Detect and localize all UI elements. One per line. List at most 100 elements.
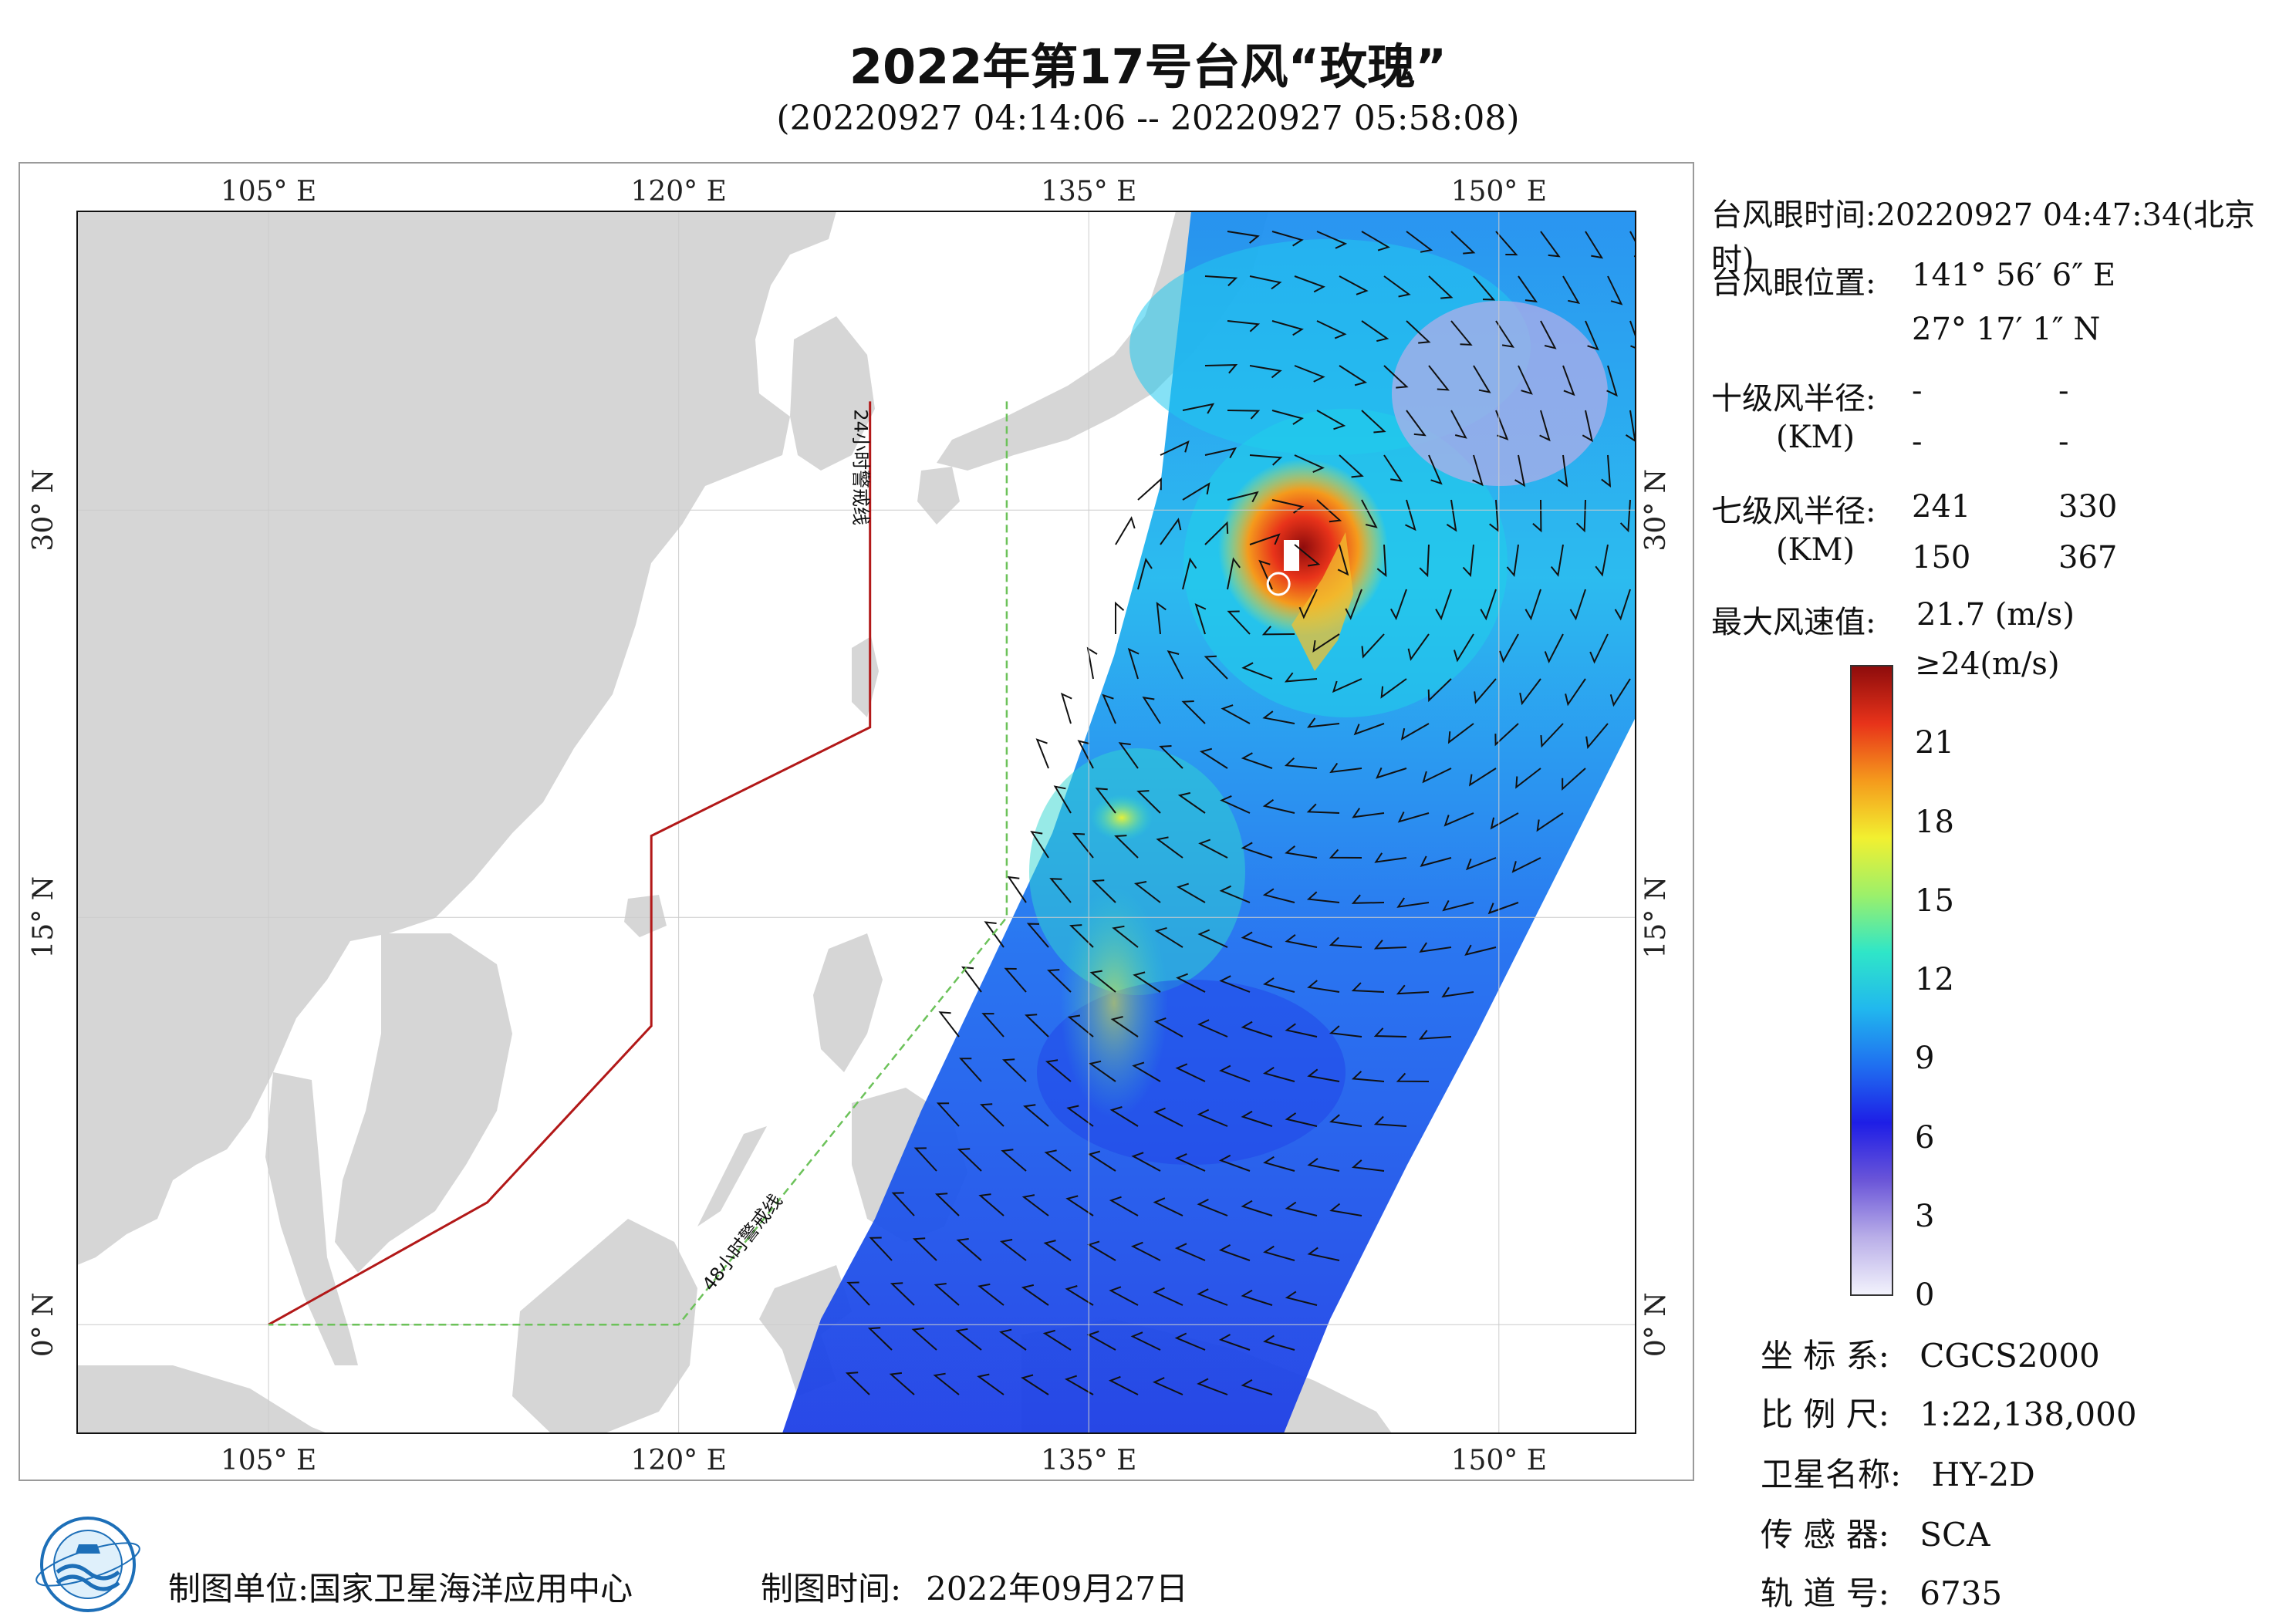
wind-barb: [1262, 888, 1295, 903]
wind-barb: [979, 1103, 1004, 1127]
max-wind-value: 21.7 (m/s): [1916, 597, 2075, 633]
wind-barb: [1197, 1019, 1228, 1038]
eye-time-row: 台风眼时间:20220927 04:47:34(北京时): [1711, 190, 2296, 279]
wind-barb: [1130, 1241, 1161, 1261]
wind-barb: [956, 1238, 982, 1261]
wind-barb: [867, 1327, 893, 1351]
satellite-row: 卫星名称: HY-2D: [1761, 1449, 2035, 1496]
wind-barb: [1450, 410, 1467, 439]
wind-barb: [1294, 365, 1325, 383]
wind-barb: [1540, 231, 1561, 258]
wind-barb: [1307, 717, 1340, 728]
wind-barb: [1307, 1247, 1340, 1261]
wind-barb: [1021, 1284, 1049, 1306]
lat-tick-left: 30° N: [28, 469, 59, 552]
wind-barb: [998, 1328, 1027, 1351]
wind-barb: [1316, 231, 1348, 249]
satellite-value: HY-2D: [1931, 1456, 2035, 1493]
r10-unit: (KM): [1776, 420, 1855, 455]
wind-barb: [1227, 610, 1251, 635]
plot-border: [76, 211, 1636, 1434]
colorbar-label: 3: [1915, 1198, 1935, 1234]
wind-barb: [1249, 533, 1281, 545]
wind-barb: [1087, 1150, 1116, 1172]
wind-barb: [934, 1193, 960, 1216]
wind-barb: [1514, 454, 1526, 488]
wind-barb: [1454, 633, 1474, 663]
wind-barb: [1361, 633, 1385, 659]
colorbar-label: 18: [1915, 804, 1954, 840]
wind-barb: [1095, 788, 1116, 814]
wind-barb: [1181, 700, 1206, 724]
wind-barb: [1021, 1194, 1049, 1216]
lat-tick-left: 0° N: [28, 1292, 59, 1357]
date-value: 2022年09月27日: [926, 1570, 1188, 1608]
wind-barb: [1406, 231, 1433, 253]
wind-barb: [1199, 747, 1228, 769]
r10-value-sw: -: [1912, 424, 1923, 460]
wind-barb: [1241, 752, 1273, 769]
r7-value-sw: 150: [1912, 540, 1971, 575]
wind-barb: [1544, 633, 1564, 664]
plot-area: 24小时警戒线 48小时警戒线: [77, 211, 1636, 1433]
wind-barb: [1088, 1060, 1116, 1082]
wind-barb: [1241, 1200, 1273, 1216]
wind-barb: [1153, 1197, 1183, 1216]
wind-barb: [1329, 1114, 1362, 1127]
wind-barb: [1175, 1063, 1206, 1082]
wind-barb: [1396, 984, 1430, 995]
wind-barb: [1329, 936, 1362, 948]
wind-barb: [1506, 544, 1519, 577]
wind-barb: [1072, 832, 1094, 859]
calm-area-northeast: [1392, 301, 1608, 486]
wind-barb: [1428, 365, 1450, 391]
scale-label: 比 例 尺:: [1761, 1395, 1889, 1433]
wind-barb: [1464, 944, 1497, 957]
wind-barb: [1511, 857, 1541, 873]
wind-barb: [1557, 454, 1568, 488]
lon-tick-top: 135° E: [1041, 176, 1136, 208]
wind-barb: [1227, 410, 1261, 420]
wind-barb: [1133, 881, 1161, 903]
date-label: 制图时间:: [761, 1570, 902, 1608]
lat-tick-right: 0° N: [1640, 1292, 1672, 1357]
wind-barb: [1194, 602, 1207, 635]
wind-barb: [1294, 454, 1325, 474]
wind-barb: [1480, 589, 1497, 621]
wind-barb: [1329, 762, 1362, 774]
wind-barb: [1174, 1243, 1206, 1261]
wind-barb: [933, 1372, 960, 1395]
wind-barb: [1495, 410, 1509, 440]
wind-barb: [1198, 838, 1228, 859]
wind-barb: [1153, 1287, 1183, 1306]
colorbar-label: 0: [1915, 1277, 1935, 1313]
wind-barb: [1043, 1240, 1072, 1261]
wind-barb: [1271, 320, 1304, 336]
sensor-value: SCA: [1920, 1516, 1990, 1554]
wind-barb: [1351, 1159, 1385, 1172]
wind-barb: [1086, 646, 1098, 680]
typhoon-rainband: [1292, 532, 1353, 671]
wind-barb: [1154, 926, 1183, 948]
r7-value-nw: 367: [2058, 540, 2118, 575]
eye-time-value: 20220927 04:47:34(北京时): [1711, 197, 2256, 278]
wind-barb: [1307, 1068, 1340, 1082]
wind-barb: [1306, 803, 1340, 814]
wind-barb: [1285, 1112, 1318, 1127]
wind-barb: [1132, 1061, 1161, 1082]
warning-line-24h: [268, 401, 872, 1326]
wind-barb: [1109, 1286, 1139, 1306]
wind-barb: [1435, 589, 1452, 621]
wind-barb: [1153, 1107, 1183, 1127]
wind-field-swath: [782, 211, 1636, 1433]
wind-barb: [1227, 491, 1259, 503]
wind-barb: [1153, 1017, 1183, 1038]
wind-barb: [1339, 365, 1368, 386]
r7-value-ne: 241: [1912, 489, 1971, 525]
wind-barb: [1197, 1108, 1228, 1127]
moderate-spot-2: [1091, 795, 1153, 841]
wind-barb: [1042, 1329, 1072, 1351]
wind-barb: [1443, 812, 1474, 827]
wind-barb: [1472, 454, 1484, 487]
wind-barb: [1241, 931, 1273, 948]
